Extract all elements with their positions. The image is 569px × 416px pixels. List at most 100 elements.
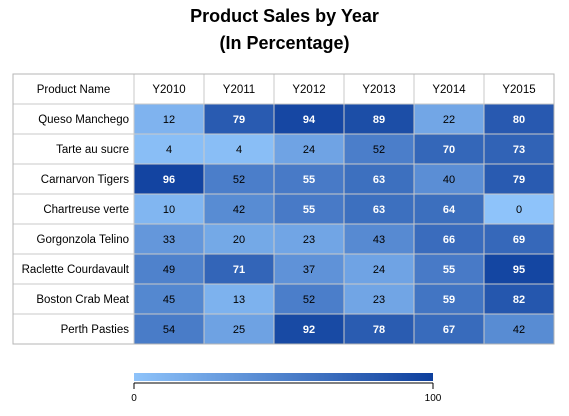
chart-subtitle: (In Percentage): [219, 33, 350, 53]
heatmap-cell[interactable]: [413, 133, 485, 165]
heatmap-cell-label: 49: [163, 264, 175, 276]
heatmap-cell-label: 0: [516, 204, 522, 216]
heatmap-cell-label: 42: [233, 204, 245, 216]
header-corner-label: Product Name: [37, 84, 111, 96]
column-header-y2014: Y2014: [432, 84, 466, 96]
row-label-tarte-au-sucre: Tarte au sucre: [56, 144, 129, 156]
heatmap-cell[interactable]: [343, 253, 415, 285]
row-header-cell: [12, 193, 135, 225]
heatmap-cell-label: 64: [443, 204, 456, 216]
row-label-raclette-courdavault: Raclette Courdavault: [22, 264, 130, 276]
heatmap-cell[interactable]: [133, 103, 205, 135]
heatmap-cell[interactable]: [343, 133, 415, 165]
column-header-y2010: Y2010: [152, 84, 185, 96]
column-header-y2013: Y2013: [362, 84, 395, 96]
row-header-cell: [12, 283, 135, 315]
heatmap-cell-label: 37: [303, 264, 315, 276]
heatmap-cell-label: 82: [513, 294, 525, 306]
heatmap-cell[interactable]: [203, 313, 275, 345]
heatmap-cell-label: 52: [373, 144, 385, 156]
heatmap-cell[interactable]: [413, 103, 485, 135]
heatmap-cell-label: 55: [303, 204, 315, 216]
heatmap-cell[interactable]: [413, 253, 485, 285]
header-corner-cell: [12, 73, 135, 105]
heatmap-cell-label: 59: [443, 294, 455, 306]
heatmap-cell-label: 89: [373, 114, 385, 126]
heatmap-cell-label: 22: [443, 114, 455, 126]
heatmap-cell-label: 24: [303, 144, 315, 156]
heatmap-cell-label: 13: [233, 294, 245, 306]
heatmap-border: [12, 73, 555, 345]
heatmap-cell-label: 71: [233, 264, 245, 276]
heatmap-cell[interactable]: [483, 193, 555, 225]
heatmap-cell[interactable]: [343, 163, 415, 195]
heatmap-cell[interactable]: [203, 163, 275, 195]
heatmap-cell-label: 95: [513, 264, 525, 276]
heatmap-cell-label: 23: [303, 234, 315, 246]
heatmap-cell[interactable]: [273, 103, 345, 135]
column-header-cell: [203, 73, 275, 105]
row-header-cell: [12, 253, 135, 285]
heatmap-cell-label: 66: [443, 234, 455, 246]
heatmap-cell-label: 12: [163, 114, 175, 126]
column-header-y2015: Y2015: [502, 84, 535, 96]
heatmap-cell[interactable]: [273, 283, 345, 315]
heatmap-cell-label: 4: [166, 144, 172, 156]
heatmap-cell-label: 55: [303, 174, 315, 186]
row-label-gorgonzola-telino: Gorgonzola Telino: [37, 234, 130, 246]
heatmap-cell-label: 54: [163, 324, 175, 336]
heatmap-cell-label: 52: [303, 294, 315, 306]
heatmap-cell-label: 67: [443, 324, 455, 336]
heatmap-cell[interactable]: [273, 313, 345, 345]
row-label-chartreuse-verte: Chartreuse verte: [43, 204, 129, 216]
chart-title: Product Sales by Year: [190, 6, 379, 26]
heatmap-cell[interactable]: [133, 223, 205, 255]
heatmap-cell[interactable]: [273, 223, 345, 255]
row-header-cell: [12, 313, 135, 345]
heatmap-cell[interactable]: [343, 223, 415, 255]
heatmap-cell-label: 40: [443, 174, 455, 186]
heatmap-cell[interactable]: [483, 163, 555, 195]
heatmap-cell-label: 69: [513, 234, 525, 246]
heatmap-cell-label: 79: [513, 174, 525, 186]
heatmap-cell[interactable]: [483, 223, 555, 255]
row-label-perth-pasties: Perth Pasties: [61, 324, 130, 336]
heatmap-cell[interactable]: [343, 283, 415, 315]
heatmap-cell[interactable]: [413, 193, 485, 225]
heatmap-cell-label: 80: [513, 114, 525, 126]
heatmap-cell-label: 70: [443, 144, 455, 156]
heatmap-cell-label: 4: [236, 144, 242, 156]
heatmap-cell-label: 20: [233, 234, 245, 246]
heatmap-cell[interactable]: [133, 253, 205, 285]
heatmap-cell-label: 55: [443, 264, 455, 276]
row-header-cell: [12, 163, 135, 195]
heatmap-cell-label: 24: [373, 264, 385, 276]
column-header-y2011: Y2011: [223, 84, 255, 96]
heatmap-cell[interactable]: [343, 313, 415, 345]
heatmap-cell-label: 63: [373, 204, 385, 216]
heatmap-cell-label: 25: [233, 324, 245, 336]
heatmap-cell-label: 33: [163, 234, 175, 246]
heatmap-cell-label: 96: [163, 174, 175, 186]
heatmap-cell[interactable]: [483, 313, 555, 345]
heatmap-cell[interactable]: [343, 103, 415, 135]
heatmap-cell[interactable]: [203, 223, 275, 255]
heatmap-cell[interactable]: [273, 133, 345, 165]
heatmap-cell-label: 10: [163, 204, 175, 216]
heatmap-cell-label: 79: [233, 114, 245, 126]
color-legend-bar: [134, 373, 433, 381]
heatmap-cell-label: 42: [513, 324, 525, 336]
heatmap-cell-label: 94: [303, 114, 316, 126]
heatmap-cell-label: 23: [373, 294, 385, 306]
heatmap-cell-label: 92: [303, 324, 315, 336]
column-header-y2012: Y2012: [292, 84, 325, 96]
row-label-boston-crab-meat: Boston Crab Meat: [36, 294, 129, 306]
heatmap-cell-label: 78: [373, 324, 385, 336]
heatmap-cell[interactable]: [413, 313, 485, 345]
color-legend-max-label: 100: [425, 393, 442, 404]
heatmap-cell-label: 45: [163, 294, 175, 306]
heatmap-cell-label: 63: [373, 174, 385, 186]
row-label-carnarvon-tigers: Carnarvon Tigers: [41, 174, 129, 186]
heatmap-cell-label: 52: [233, 174, 245, 186]
